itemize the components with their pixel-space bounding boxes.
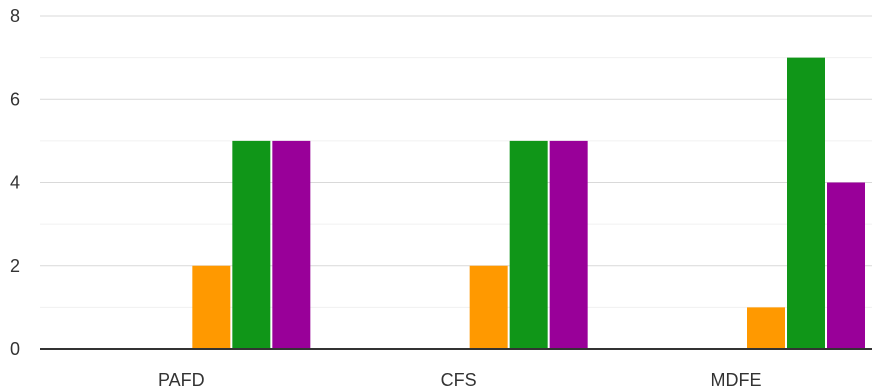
y-tick-label: 8 — [10, 6, 20, 26]
x-tick-label: MDFE — [711, 370, 762, 390]
bar — [747, 307, 785, 349]
y-tick-label: 0 — [10, 339, 20, 359]
x-axis-tick-labels: PAFD CFS MDFE — [158, 370, 762, 390]
y-tick-label: 6 — [10, 89, 20, 109]
gridlines — [40, 15, 872, 308]
bar — [469, 265, 508, 349]
y-axis-tick-labels: 0 2 4 6 8 — [10, 6, 20, 359]
bar — [509, 140, 548, 349]
bar — [787, 57, 825, 349]
y-tick-label: 2 — [10, 256, 20, 276]
x-tick-label: PAFD — [158, 370, 205, 390]
x-tick-label: CFS — [441, 370, 477, 390]
bar — [549, 140, 588, 349]
bars — [192, 57, 865, 349]
bar — [827, 182, 865, 349]
bar — [192, 265, 231, 349]
bar — [232, 140, 271, 349]
y-tick-label: 4 — [10, 173, 20, 193]
bar — [272, 140, 311, 349]
